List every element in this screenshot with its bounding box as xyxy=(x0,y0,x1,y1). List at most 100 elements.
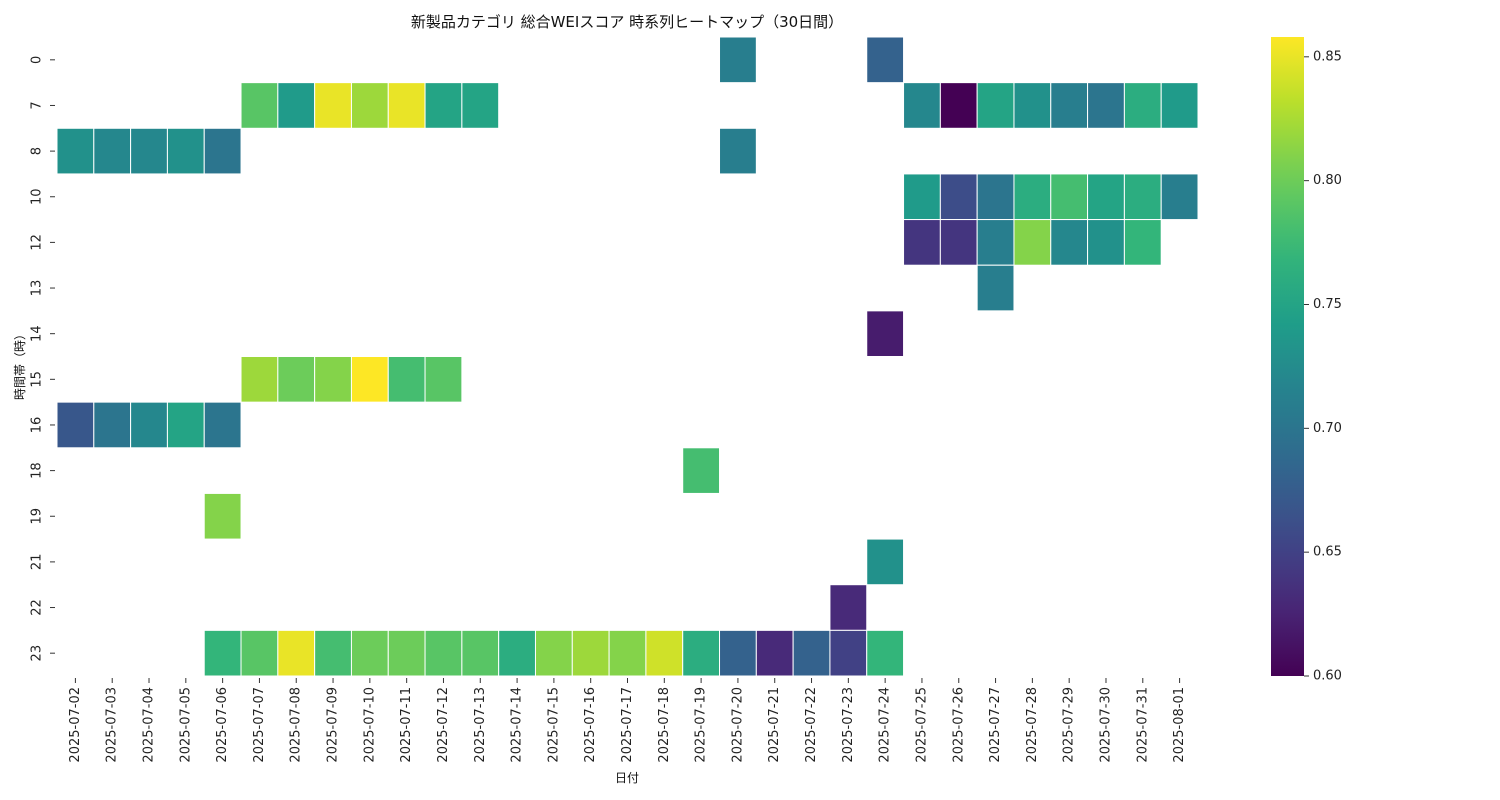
heatmap-cell xyxy=(866,538,905,586)
heatmap-cell xyxy=(240,356,279,403)
heatmap-cell xyxy=(93,401,132,449)
heatmap-cell xyxy=(976,264,1015,312)
x-tick-label: 2025-07-16 xyxy=(583,687,598,763)
x-tick-label: 2025-07-10 xyxy=(362,687,377,763)
x-tick-label: 2025-07-30 xyxy=(1098,687,1113,763)
y-axis-ticks: 0 7 8 10 12 13 14 15 16 18 19 21 22 23 xyxy=(30,56,55,662)
x-tick-label: 2025-07-28 xyxy=(1025,687,1040,763)
heatmap-cell xyxy=(939,173,978,221)
colorbar-tick-label: 0.80 xyxy=(1313,173,1342,188)
heatmap-cell xyxy=(93,127,132,175)
x-tick-label: 2025-08-01 xyxy=(1172,687,1187,763)
colorbar-tick-label: 0.85 xyxy=(1313,49,1342,64)
heatmap-cell xyxy=(903,173,941,221)
heatmap-cell xyxy=(1013,219,1052,266)
heatmap-cell xyxy=(166,401,205,449)
heatmap-cell xyxy=(829,584,868,631)
y-tick-label: 8 xyxy=(30,147,45,155)
heatmap-cell xyxy=(424,356,463,403)
x-tick-label: 2025-07-11 xyxy=(399,687,414,763)
heatmap-cell xyxy=(203,629,242,677)
heatmap-cell xyxy=(314,356,352,403)
x-tick-label: 2025-07-29 xyxy=(1062,687,1077,763)
chart-title: 新製品カテゴリ 総合WEIスコア 時系列ヒートマップ（30日間） xyxy=(411,13,843,31)
heatmap-cell xyxy=(166,127,205,175)
x-tick-label: 2025-07-14 xyxy=(510,687,525,763)
heatmap-cell xyxy=(682,629,721,677)
x-tick-label: 2025-07-24 xyxy=(878,687,893,763)
heatmap-cell xyxy=(1013,173,1052,221)
heatmap-cell xyxy=(1087,173,1125,221)
heatmap-cell xyxy=(314,629,352,677)
x-tick-label: 2025-07-20 xyxy=(730,687,745,763)
heatmap-cell xyxy=(240,629,279,677)
x-tick-label: 2025-07-25 xyxy=(914,687,929,763)
heatmap-cell xyxy=(571,629,610,677)
colorbar-tick-label: 0.60 xyxy=(1313,669,1342,684)
x-tick-label: 2025-07-19 xyxy=(694,687,709,763)
heatmap-cell xyxy=(792,629,831,677)
heatmap-cell xyxy=(1050,173,1089,221)
heatmap-cell xyxy=(829,629,868,677)
heatmap-cell xyxy=(203,127,242,175)
heatmap-cell xyxy=(866,36,905,84)
heatmap-cell xyxy=(203,401,242,449)
x-tick-label: 2025-07-21 xyxy=(767,687,782,763)
x-tick-label: 2025-07-22 xyxy=(804,687,819,763)
heatmap-cell xyxy=(350,356,389,403)
heatmap-cell xyxy=(424,82,463,129)
heatmap-cell xyxy=(1087,219,1125,266)
x-tick-label: 2025-07-13 xyxy=(473,687,488,763)
heatmap-cell xyxy=(719,36,757,84)
heatmap-cell xyxy=(976,219,1015,266)
x-tick-label: 2025-07-27 xyxy=(988,687,1003,763)
heatmap-cell xyxy=(1123,219,1162,266)
x-tick-label: 2025-07-05 xyxy=(178,687,193,763)
heatmap-cell xyxy=(1050,82,1089,129)
heatmap-cell xyxy=(387,356,426,403)
y-tick-label: 0 xyxy=(30,56,45,64)
heatmap-cell xyxy=(866,629,905,677)
heatmap-cell xyxy=(277,629,316,677)
colorbar: 0.60 0.65 0.70 0.75 0.80 0.85 xyxy=(1271,37,1342,684)
x-tick-label: 2025-07-26 xyxy=(951,687,966,763)
heatmap-cell xyxy=(314,82,352,129)
heatmap-cell xyxy=(719,127,757,175)
y-tick-label: 15 xyxy=(30,371,45,388)
x-tick-label: 2025-07-06 xyxy=(215,687,230,763)
x-axis-ticks: 2025-07-02 2025-07-03 2025-07-04 2025-07-05… xyxy=(68,678,1187,763)
heatmap-cell xyxy=(1123,173,1162,221)
heatmap-cell xyxy=(387,629,426,677)
heatmap-cell xyxy=(755,629,794,677)
x-axis-label: 日付 xyxy=(615,771,639,785)
y-tick-label: 23 xyxy=(30,645,45,662)
heatmap-cell xyxy=(461,82,500,129)
heatmap-cell xyxy=(903,219,941,266)
x-tick-label: 2025-07-03 xyxy=(105,687,120,763)
x-tick-label: 2025-07-04 xyxy=(142,687,157,763)
heatmap-cell xyxy=(277,82,316,129)
heatmap-cell xyxy=(56,401,95,449)
heatmap-cell xyxy=(976,82,1015,129)
heatmap-cell xyxy=(350,82,389,129)
heatmap-cell xyxy=(939,219,978,266)
y-tick-label: 16 xyxy=(30,417,45,434)
y-tick-label: 12 xyxy=(30,234,45,251)
heatmap-cell xyxy=(130,401,168,449)
heatmap-cell xyxy=(424,629,463,677)
y-tick-label: 22 xyxy=(30,599,45,616)
colorbar-tick-label: 0.65 xyxy=(1313,545,1342,560)
heatmap-cell xyxy=(1087,82,1125,129)
heatmap-cell xyxy=(1160,82,1199,129)
x-tick-label: 2025-07-31 xyxy=(1135,687,1150,763)
x-tick-label: 2025-07-17 xyxy=(620,687,635,763)
heatmap-cell xyxy=(719,629,757,677)
y-tick-label: 18 xyxy=(30,462,45,479)
x-tick-label: 2025-07-07 xyxy=(252,687,267,763)
heatmap-cell xyxy=(534,629,573,677)
heatmap-cell xyxy=(240,82,279,129)
heatmap-cell xyxy=(866,310,905,357)
heatmap-cell xyxy=(1160,173,1199,221)
heatmap-cell xyxy=(939,82,978,129)
